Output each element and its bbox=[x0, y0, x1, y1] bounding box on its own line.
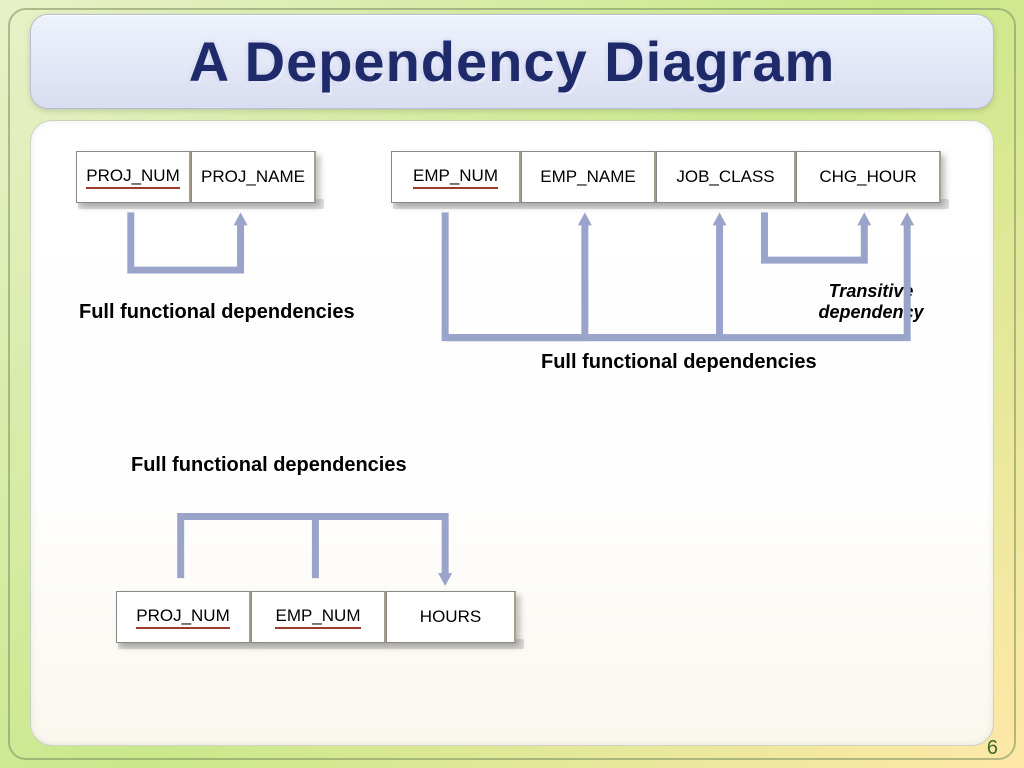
label-ffd-2: Full functional dependencies bbox=[541, 351, 817, 374]
slide-title: A Dependency Diagram bbox=[189, 29, 836, 94]
label-transitive: Transitivedependency bbox=[811, 281, 931, 322]
diagram-canvas: PROJ_NUM PROJ_NAME EMP_NUM EMP_NAME JOB_… bbox=[31, 121, 993, 745]
page-number: 6 bbox=[987, 737, 998, 760]
label-ffd-1: Full functional dependencies bbox=[79, 301, 355, 324]
attr-emp-num-1: EMP_NUM bbox=[391, 151, 521, 203]
attr-emp-num-2: EMP_NUM bbox=[251, 591, 386, 643]
attr-proj-num-1: PROJ_NUM bbox=[76, 151, 191, 203]
content-area: PROJ_NUM PROJ_NAME EMP_NUM EMP_NAME JOB_… bbox=[30, 120, 994, 746]
label-ffd-3: Full functional dependencies bbox=[131, 454, 407, 477]
dependency-arrows bbox=[31, 121, 993, 745]
attr-chg-hour: CHG_HOUR bbox=[796, 151, 941, 203]
attr-hours: HOURS bbox=[386, 591, 516, 643]
attr-job-class: JOB_CLASS bbox=[656, 151, 796, 203]
title-banner: A Dependency Diagram bbox=[30, 14, 994, 109]
attr-proj-num-2: PROJ_NUM bbox=[116, 591, 251, 643]
attr-proj-name: PROJ_NAME bbox=[191, 151, 316, 203]
attr-emp-name: EMP_NAME bbox=[521, 151, 656, 203]
